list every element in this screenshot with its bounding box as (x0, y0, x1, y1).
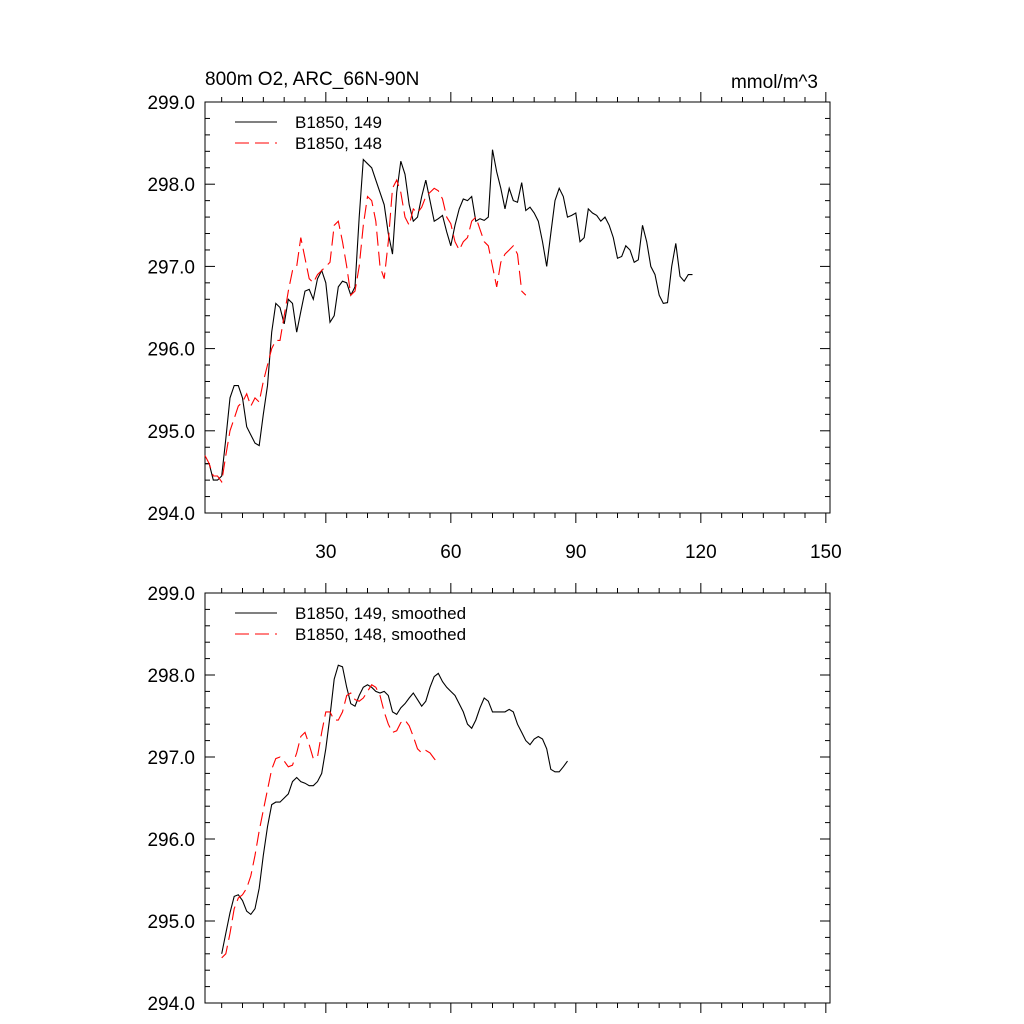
bottom-legend-label-2: B1850, 148, smoothed (295, 625, 466, 644)
units-label: mmol/m^3 (731, 72, 818, 93)
top-x-tick-label: 150 (810, 542, 842, 563)
bottom-y-tick-label: 298.0 (147, 666, 195, 687)
bottom-legend-label-1: B1850, 149, smoothed (295, 604, 466, 623)
bottom-series-line-1 (221, 664, 568, 954)
top-legend-label-2: B1850, 148 (295, 134, 382, 153)
top-x-tick-label: 30 (315, 542, 336, 563)
bottom-y-tick-label: 297.0 (147, 748, 195, 769)
top-x-tick-label: 120 (685, 542, 717, 563)
top-panel: 294.0 295.0 296.0 297.0 298.0 299.0 30 60 90 120 1… (147, 92, 842, 563)
chart-title: 800m O2, ARC_66N-90N (205, 69, 419, 90)
top-series-line-1 (205, 149, 693, 481)
top-x-tick-label: 90 (565, 542, 586, 563)
bottom-y-tick-label: 294.0 (147, 994, 195, 1015)
top-x-tick-label: 60 (440, 542, 461, 563)
bottom-y-tick-label: 299.0 (147, 584, 195, 605)
top-y-tick-label: 298.0 (147, 175, 195, 196)
top-y-tick-label: 294.0 (147, 504, 195, 525)
bottom-series-line-2 (221, 684, 439, 959)
top-y-tick-label: 297.0 (147, 257, 195, 278)
bottom-y-tick-label: 295.0 (147, 912, 195, 933)
top-y-tick-label: 295.0 (147, 422, 195, 443)
bottom-panel: 294.0 295.0 296.0 297.0 298.0 299.0 B1850, 149… (147, 583, 831, 1015)
top-y-tick-label: 296.0 (147, 340, 195, 361)
bottom-plot-frame (204, 592, 831, 1004)
top-series-line-2 (204, 178, 527, 484)
bottom-y-tick-label: 296.0 (147, 830, 195, 851)
top-y-tick-label: 299.0 (147, 93, 195, 114)
top-plot-frame (204, 101, 831, 514)
top-legend-label-1: B1850, 149 (295, 113, 382, 132)
